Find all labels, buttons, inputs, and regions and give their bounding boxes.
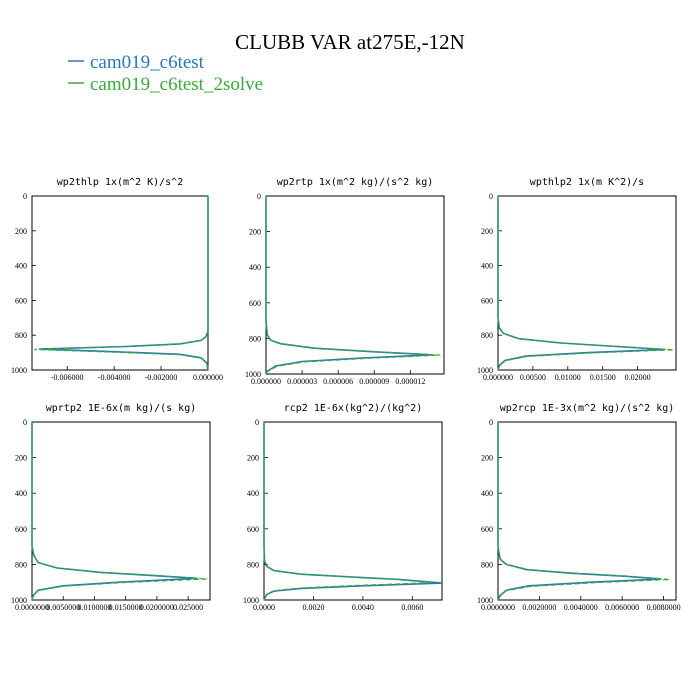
y-tick-label: 200 bbox=[15, 454, 27, 463]
y-tick-label: 0 bbox=[257, 192, 261, 201]
y-tick-label: 400 bbox=[15, 262, 27, 271]
series-line-2 bbox=[265, 196, 441, 375]
y-tick-label: 0 bbox=[489, 418, 493, 427]
y-tick-label: 800 bbox=[15, 560, 27, 569]
x-tick-label: 0.0040 bbox=[352, 603, 374, 612]
x-tick-label: 0.0000000 bbox=[15, 603, 49, 612]
y-tick-label: 800 bbox=[481, 560, 493, 569]
panel-title: wprtp2 1E-6x(m kg)/(s kg) bbox=[46, 403, 197, 414]
series-line-2 bbox=[497, 196, 674, 371]
x-tick-label: -0.004000 bbox=[98, 373, 131, 382]
panel-4: wprtp2 1E-6x(m kg)/(s kg) 0 200 400 600 800 10… bbox=[11, 403, 211, 612]
y-tick-label: 1000 bbox=[11, 366, 27, 375]
y-tick-label: 200 bbox=[481, 454, 493, 463]
panel-title: wp2rcp 1E-3x(m^2 kg)/(s^2 kg) bbox=[500, 403, 675, 414]
legend: cam019_c6test cam019_c6test_2solve bbox=[68, 52, 263, 95]
y-tick-label: 400 bbox=[481, 489, 493, 498]
panel-6: wp2rcp 1E-3x(m^2 kg)/(s^2 kg) 0 200 400 600 8… bbox=[477, 403, 681, 612]
x-tick-label: -0.006000 bbox=[51, 373, 84, 382]
y-tick-label: 400 bbox=[249, 263, 261, 272]
series-line-1 bbox=[497, 422, 662, 601]
y-tick-label: 600 bbox=[15, 296, 27, 305]
series-line-1 bbox=[265, 196, 433, 375]
y-tick-label: 600 bbox=[15, 525, 27, 534]
panel-2: wp2rtp 1x(m^2 kg)/(s^2 kg) 0 200 400 600 800 1… bbox=[245, 177, 445, 386]
x-tick-label: -0.002000 bbox=[145, 373, 178, 382]
y-tick-label: 600 bbox=[249, 299, 261, 308]
x-tick-label: 0.0000 bbox=[253, 603, 275, 612]
x-tick-label: 0.000003 bbox=[287, 377, 317, 386]
panel-5: rcp2 1E-6x(kg^2)/(kg^2) 0 200 400 600 800 1000… bbox=[243, 403, 443, 612]
panel-title: wp2rtp 1x(m^2 kg)/(s^2 kg) bbox=[277, 177, 434, 188]
y-tick-label: 0 bbox=[23, 418, 27, 427]
x-tick-label: 0.000012 bbox=[395, 377, 425, 386]
y-tick-label: 800 bbox=[15, 331, 27, 340]
x-tick-label: 0.000006 bbox=[323, 377, 353, 386]
y-tick-label: 600 bbox=[481, 525, 493, 534]
y-tick-label: 0 bbox=[255, 418, 259, 427]
series-line-1 bbox=[38, 196, 209, 371]
panel-title: wp2thlp 1x(m^2 K)/s^2 bbox=[57, 177, 183, 188]
x-tick-label: 0.01500 bbox=[590, 373, 616, 382]
x-tick-label: 0.0040000 bbox=[564, 603, 598, 612]
y-tick-label: 1000 bbox=[243, 596, 259, 605]
x-tick-label: 0.0150000 bbox=[109, 603, 143, 612]
x-tick-label: 0.0100000 bbox=[77, 603, 111, 612]
series-line-2 bbox=[263, 422, 433, 601]
y-tick-label: 1000 bbox=[11, 596, 27, 605]
panel-title: wpthlp2 1x(m K^2)/s bbox=[530, 177, 644, 188]
y-tick-label: 0 bbox=[489, 192, 493, 201]
y-tick-label: 400 bbox=[15, 489, 27, 498]
y-tick-label: 1000 bbox=[477, 596, 493, 605]
figure-title: CLUBB VAR at275E,-12N bbox=[235, 30, 465, 54]
y-tick-label: 400 bbox=[247, 489, 259, 498]
y-tick-label: 1000 bbox=[245, 370, 261, 379]
y-tick-label: 200 bbox=[15, 227, 27, 236]
y-tick-label: 200 bbox=[249, 228, 261, 237]
x-tick-label: 0.0200000 bbox=[140, 603, 174, 612]
x-tick-label: 0.01000 bbox=[555, 373, 581, 382]
panel-1: wp2thlp 1x(m^2 K)/s^2 0 200 400 600 800 1000 -0… bbox=[11, 177, 223, 382]
y-tick-label: 400 bbox=[481, 262, 493, 271]
x-tick-label: 0.0080000 bbox=[647, 603, 681, 612]
y-tick-label: 0 bbox=[23, 192, 27, 201]
x-tick-label: 0.025000 bbox=[173, 603, 203, 612]
panel-3: wpthlp2 1x(m K^2)/s020040060080010000.00… bbox=[477, 177, 677, 382]
x-tick-label: 0.000000 bbox=[483, 373, 513, 382]
x-tick-label: 0.02000 bbox=[625, 373, 651, 382]
x-tick-label: 0.0000000 bbox=[481, 603, 515, 612]
x-tick-label: 0.00500 bbox=[520, 373, 546, 382]
legend-label-2: cam019_c6test_2solve bbox=[90, 74, 263, 95]
x-tick-label: 0.000000 bbox=[251, 377, 281, 386]
panel-title: rcp2 1E-6x(kg^2)/(kg^2) bbox=[284, 403, 422, 414]
y-tick-label: 1000 bbox=[477, 366, 493, 375]
plot-frame bbox=[265, 195, 445, 375]
panels: wp2thlp 1x(m^2 K)/s^2 0 200 400 600 800 1000 -0… bbox=[11, 177, 681, 612]
x-tick-label: 0.000009 bbox=[359, 377, 389, 386]
x-tick-label: 0.0050000 bbox=[46, 603, 80, 612]
x-tick-label: 0.0060000 bbox=[605, 603, 639, 612]
x-tick-label: 0.000000 bbox=[193, 373, 223, 382]
y-tick-label: 800 bbox=[481, 331, 493, 340]
y-tick-label: 600 bbox=[481, 296, 493, 305]
series-line-2 bbox=[497, 422, 670, 601]
x-tick-label: 0.0020000 bbox=[522, 603, 556, 612]
series-line-2 bbox=[31, 422, 207, 601]
y-tick-label: 800 bbox=[247, 560, 259, 569]
y-tick-label: 200 bbox=[247, 454, 259, 463]
x-tick-label: 0.0020 bbox=[302, 603, 324, 612]
legend-label-1: cam019_c6test bbox=[90, 52, 205, 73]
y-tick-label: 800 bbox=[249, 334, 261, 343]
x-tick-label: 0.0060 bbox=[401, 603, 423, 612]
y-tick-label: 600 bbox=[247, 525, 259, 534]
y-tick-label: 200 bbox=[481, 227, 493, 236]
